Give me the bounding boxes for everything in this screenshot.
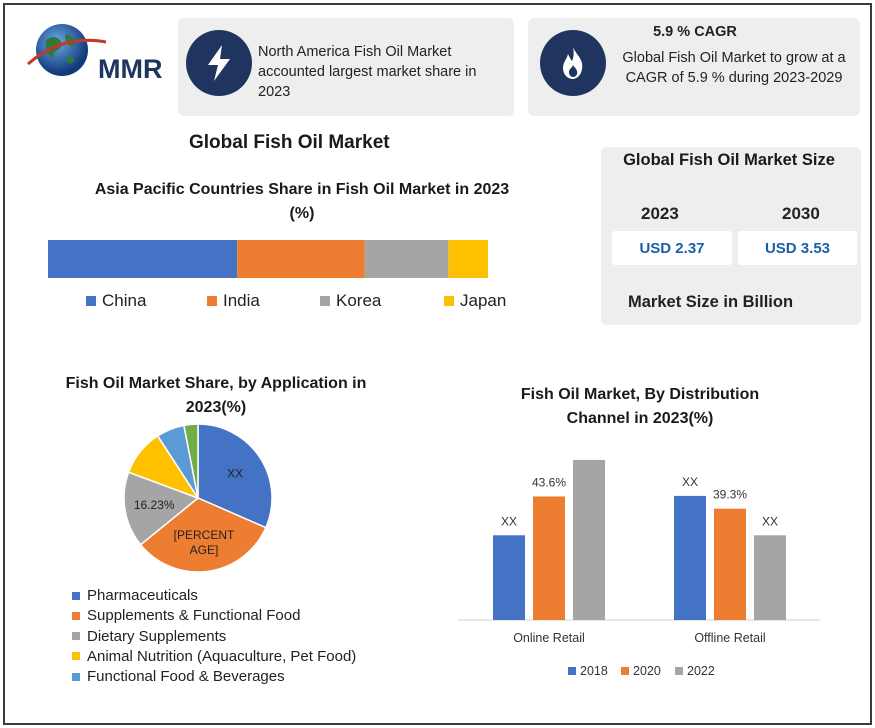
bar-online-retail-2018: [493, 535, 525, 620]
legend-label: Supplements & Functional Food: [87, 607, 301, 625]
legend-swatch: [444, 296, 454, 306]
legend-swatch: [568, 667, 576, 675]
asia-pacific-chart-title: Asia Pacific Countries Share in Fish Oil…: [94, 181, 510, 222]
application-pie-chart: XX [PERCENT AGE] 16.23%: [123, 423, 273, 573]
pie-data-label: XX: [227, 467, 243, 481]
legend-label: Dietary Supplements: [87, 627, 227, 645]
legend-label: Functional Food & Beverages: [87, 668, 285, 686]
category-tick-label: Online Retail: [513, 631, 585, 645]
asia-pacific-stacked-bar: [48, 240, 488, 278]
stack-segment-china: [48, 240, 238, 278]
market-size-value-2030: USD 3.53: [738, 231, 857, 265]
legend-swatch: [675, 667, 683, 675]
logo-text: MMR: [98, 54, 162, 84]
category-tick-label: Offline Retail: [694, 631, 765, 645]
bar-offline-retail-2018: [674, 495, 706, 620]
stack-segment-india: [237, 240, 365, 278]
legend-item-japan: Japan: [444, 291, 506, 311]
bar-data-label: XX: [682, 475, 698, 489]
legend-swatch: [72, 591, 80, 600]
legend-swatch: [72, 672, 80, 681]
highlight-right-text: Global Fish Oil Market to grow at a CAGR…: [622, 50, 846, 86]
legend-swatch: [86, 296, 96, 306]
globe-icon: MMR: [27, 24, 162, 84]
stack-segment-korea: [364, 240, 449, 278]
bar-data-label: 56.5%: [572, 450, 606, 453]
bar-online-retail-2022: [573, 459, 605, 620]
bar-data-label: 43.6%: [532, 475, 566, 489]
legend-swatch: [72, 632, 80, 641]
bar-offline-retail-2020: [714, 508, 746, 620]
legend-item-china: China: [86, 291, 146, 311]
pie-data-label: [PERCENT AGE]: [174, 528, 235, 557]
legend-label: India: [223, 291, 260, 310]
stack-segment-japan: [448, 240, 488, 278]
pie-legend-item: Dietary Supplements: [72, 628, 226, 645]
legend-label: Pharmaceuticals: [87, 587, 198, 604]
legend-label: Japan: [460, 291, 507, 310]
legend-label-2018: 2018: [580, 664, 608, 678]
legend-item-korea: Korea: [320, 291, 381, 311]
application-chart-title: Fish Oil Market Share, by Application in…: [65, 375, 367, 416]
flame-icon: [540, 30, 606, 96]
pie-slice-3: [123, 471, 200, 546]
pie-legend-item: Functional Food & Beverages: [72, 668, 285, 685]
bar-data-label: XX: [762, 514, 778, 528]
pie-legend-item: Supplements & Functional Food: [72, 607, 300, 624]
legend-label: Animal Nutrition (Aquaculture, Pet Food): [87, 647, 357, 665]
bar-offline-retail-2022: [754, 535, 786, 620]
pie-slice-2: [139, 497, 267, 573]
pie-slice-1: [197, 423, 273, 529]
pie-slice-6: [183, 423, 199, 499]
legend-swatch: [320, 296, 330, 306]
legend-swatch: [72, 652, 80, 661]
legend-label: Korea: [336, 291, 382, 310]
legend-label-2022: 2022: [687, 664, 715, 678]
market-size-title: Global Fish Oil Market Size: [623, 151, 835, 169]
distribution-chart-title: Fish Oil Market, By Distribution Channel…: [520, 386, 760, 427]
cagr-title: 5.9 % CAGR: [653, 24, 737, 40]
bar-data-label: XX: [501, 514, 517, 528]
pie-legend-item: Animal Nutrition (Aquaculture, Pet Food): [72, 648, 356, 665]
main-title: Global Fish Oil Market: [189, 132, 390, 153]
market-size-value-2023: USD 2.37: [612, 231, 732, 265]
pie-data-label: 16.23%: [134, 498, 175, 512]
highlight-left-text: North America Fish Oil Market accounted …: [258, 44, 477, 100]
bar-online-retail-2020: [533, 496, 565, 620]
market-size-year-2030: 2030: [782, 204, 820, 223]
legend-label: China: [102, 291, 147, 310]
legend-swatch: [621, 667, 629, 675]
legend-label-2020: 2020: [633, 664, 661, 678]
mmr-logo: MMR: [22, 20, 182, 90]
bar-data-label: 39.3%: [713, 488, 747, 502]
legend-swatch: [72, 611, 80, 620]
legend-item-india: India: [207, 291, 260, 311]
lightning-icon: [186, 30, 252, 96]
pie-legend-item: Pharmaceuticals: [72, 587, 198, 604]
distribution-bar-chart: XX 43.6% 56.5% Online Retail XX 39.3% XX Offlin…: [458, 450, 820, 678]
legend-swatch: [207, 296, 217, 306]
market-size-footer: Market Size in Billion: [628, 293, 794, 311]
market-size-year-2023: 2023: [641, 204, 679, 223]
